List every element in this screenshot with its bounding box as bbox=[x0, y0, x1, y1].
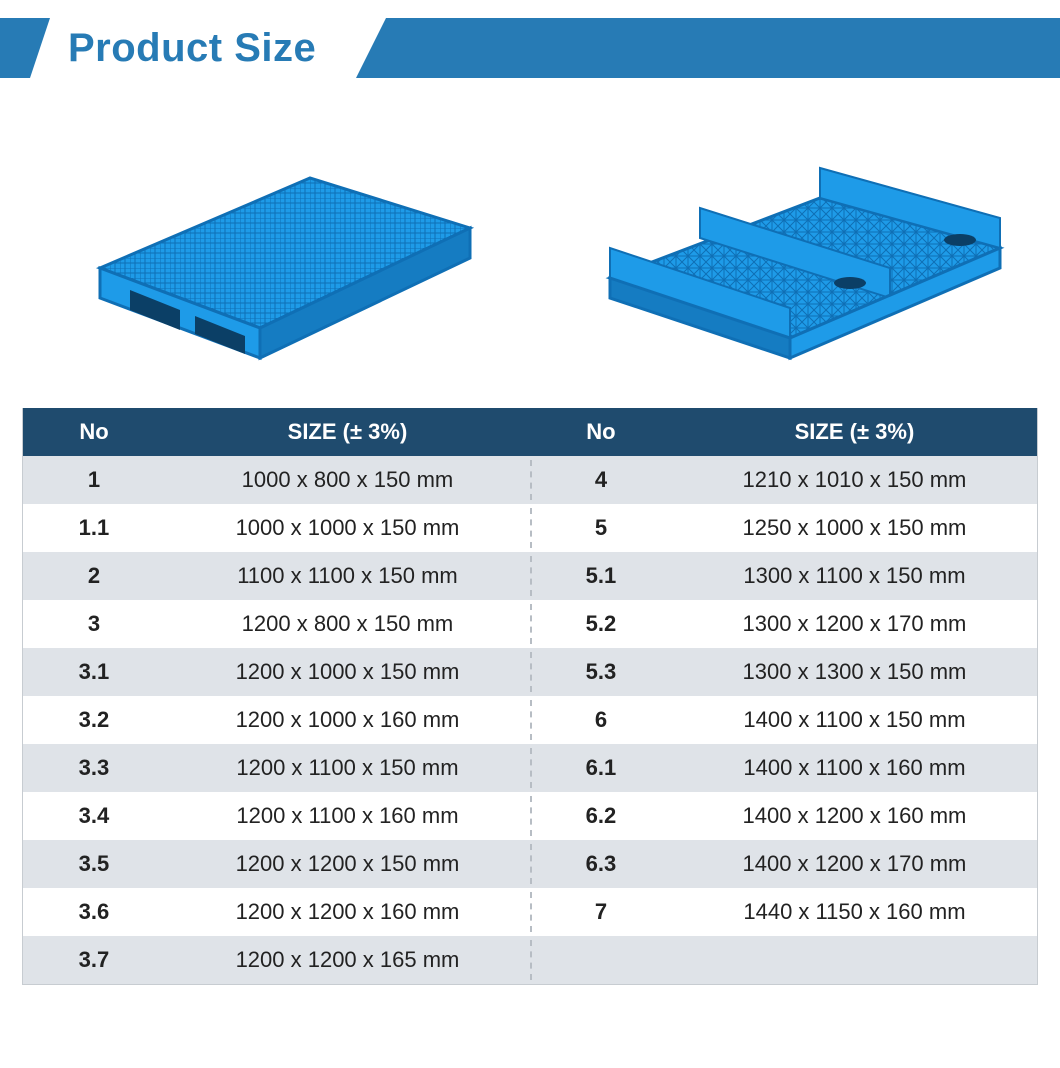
cell-no: 6.2 bbox=[530, 803, 672, 829]
page-title: Product Size bbox=[68, 26, 316, 71]
cell-size: 1200 x 1100 x 150 mm bbox=[165, 755, 530, 781]
cell-no: 3.7 bbox=[23, 947, 165, 973]
cell-size: 1200 x 1200 x 165 mm bbox=[165, 947, 530, 973]
pallet-image-bottom bbox=[550, 118, 1030, 378]
cell-no: 2 bbox=[23, 563, 165, 589]
cell-size: 1000 x 1000 x 150 mm bbox=[165, 515, 530, 541]
cell-size: 1300 x 1100 x 150 mm bbox=[672, 563, 1037, 589]
cell-size: 1440 x 1150 x 160 mm bbox=[672, 899, 1037, 925]
cell-size: 1200 x 1000 x 150 mm bbox=[165, 659, 530, 685]
cell-size: 1250 x 1000 x 150 mm bbox=[672, 515, 1037, 541]
cell-no: 3.3 bbox=[23, 755, 165, 781]
cell-no: 5.1 bbox=[530, 563, 672, 589]
cell-size: 1200 x 1200 x 150 mm bbox=[165, 851, 530, 877]
cell-no: 3.4 bbox=[23, 803, 165, 829]
table-row: 31200 x 800 x 150 mm5.21300 x 1200 x 170… bbox=[23, 600, 1037, 648]
cell-no: 3.1 bbox=[23, 659, 165, 685]
cell-no: 5 bbox=[530, 515, 672, 541]
cell-no: 3.2 bbox=[23, 707, 165, 733]
col-header-size-right: SIZE (± 3%) bbox=[672, 419, 1037, 445]
cell-no: 1.1 bbox=[23, 515, 165, 541]
cell-size: 1210 x 1010 x 150 mm bbox=[672, 467, 1037, 493]
pallet-image-top bbox=[30, 118, 510, 378]
cell-no: 5.2 bbox=[530, 611, 672, 637]
cell-size: 1400 x 1200 x 160 mm bbox=[672, 803, 1037, 829]
cell-no: 1 bbox=[23, 467, 165, 493]
table-row: 3.31200 x 1100 x 150 mm6.11400 x 1100 x … bbox=[23, 744, 1037, 792]
size-table: No SIZE (± 3%) No SIZE (± 3%) 11000 x 80… bbox=[22, 408, 1038, 985]
table-row: 3.71200 x 1200 x 165 mm bbox=[23, 936, 1037, 984]
table-body: 11000 x 800 x 150 mm41210 x 1010 x 150 m… bbox=[23, 456, 1037, 984]
table-row: 3.61200 x 1200 x 160 mm71440 x 1150 x 16… bbox=[23, 888, 1037, 936]
cell-no: 3 bbox=[23, 611, 165, 637]
cell-size: 1000 x 800 x 150 mm bbox=[165, 467, 530, 493]
cell-size: 1300 x 1300 x 150 mm bbox=[672, 659, 1037, 685]
table-row: 1.11000 x 1000 x 150 mm51250 x 1000 x 15… bbox=[23, 504, 1037, 552]
table-row: 21100 x 1100 x 150 mm5.11300 x 1100 x 15… bbox=[23, 552, 1037, 600]
cell-size: 1200 x 1000 x 160 mm bbox=[165, 707, 530, 733]
header-banner: Product Size bbox=[0, 18, 1060, 78]
product-images-row bbox=[0, 78, 1060, 408]
cell-size: 1400 x 1200 x 170 mm bbox=[672, 851, 1037, 877]
table-row: 3.51200 x 1200 x 150 mm6.31400 x 1200 x … bbox=[23, 840, 1037, 888]
col-header-no-left: No bbox=[23, 419, 165, 445]
cell-no: 6.1 bbox=[530, 755, 672, 781]
cell-size: 1200 x 800 x 150 mm bbox=[165, 611, 530, 637]
col-header-size-left: SIZE (± 3%) bbox=[165, 419, 530, 445]
cell-size: 1400 x 1100 x 150 mm bbox=[672, 707, 1037, 733]
cell-size: 1400 x 1100 x 160 mm bbox=[672, 755, 1037, 781]
cell-no: 4 bbox=[530, 467, 672, 493]
pallet-top-icon bbox=[30, 118, 510, 378]
cell-size: 1300 x 1200 x 170 mm bbox=[672, 611, 1037, 637]
cell-no: 6.3 bbox=[530, 851, 672, 877]
cell-no: 7 bbox=[530, 899, 672, 925]
cell-size: 1200 x 1100 x 160 mm bbox=[165, 803, 530, 829]
cell-no: 3.5 bbox=[23, 851, 165, 877]
header-inner: Product Size bbox=[0, 18, 356, 78]
table-row: 3.11200 x 1000 x 150 mm5.31300 x 1300 x … bbox=[23, 648, 1037, 696]
cell-size: 1200 x 1200 x 160 mm bbox=[165, 899, 530, 925]
cell-no: 6 bbox=[530, 707, 672, 733]
cell-no: 5.3 bbox=[530, 659, 672, 685]
cell-no: 3.6 bbox=[23, 899, 165, 925]
cell-size: 1100 x 1100 x 150 mm bbox=[165, 563, 530, 589]
col-header-no-right: No bbox=[530, 419, 672, 445]
pallet-bottom-icon bbox=[550, 118, 1030, 378]
table-header-row: No SIZE (± 3%) No SIZE (± 3%) bbox=[23, 408, 1037, 456]
header-accent bbox=[0, 18, 30, 78]
table-row: 3.21200 x 1000 x 160 mm61400 x 1100 x 15… bbox=[23, 696, 1037, 744]
table-row: 11000 x 800 x 150 mm41210 x 1010 x 150 m… bbox=[23, 456, 1037, 504]
table-row: 3.41200 x 1100 x 160 mm6.21400 x 1200 x … bbox=[23, 792, 1037, 840]
